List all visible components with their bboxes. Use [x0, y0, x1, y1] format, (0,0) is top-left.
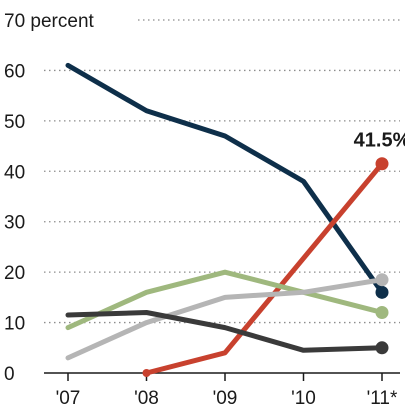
series-end-marker	[375, 285, 389, 299]
x-tick-label: '11*	[367, 388, 398, 409]
series-line	[65, 269, 385, 331]
series-line	[65, 62, 385, 295]
series-end-marker	[375, 341, 389, 355]
series-line	[65, 309, 385, 353]
y-tick-label: 40	[4, 162, 25, 183]
y-tick-label: 30	[4, 213, 25, 234]
y-tick-labels: 0 10 20 30 40 50 60 70 percent	[4, 11, 95, 385]
series-lines	[65, 62, 389, 377]
x-tick-label: '09	[213, 388, 238, 409]
series-end-marker	[375, 157, 389, 171]
y-tick-label: 20	[4, 263, 25, 284]
series-line	[65, 277, 385, 361]
value-annotation: 41.5%	[354, 130, 405, 152]
y-tick-label: 60	[4, 61, 25, 82]
series-end-marker	[375, 305, 389, 319]
gridlines	[44, 19, 400, 324]
x-axis: '07 '08 '09 '10 '11*	[44, 372, 400, 409]
y-tick-label: 50	[4, 112, 25, 133]
series-line	[144, 161, 385, 376]
x-tick-label: '08	[134, 388, 159, 409]
annotations: 41.5%	[354, 130, 405, 152]
y-tick-label: 70 percent	[4, 11, 95, 32]
x-tick-label: '10	[291, 388, 316, 409]
y-tick-label: 10	[4, 314, 25, 335]
x-tick-label: '07	[56, 388, 81, 409]
y-tick-label: 0	[4, 364, 15, 385]
series-end-marker	[375, 273, 389, 287]
series-start-marker	[142, 369, 151, 377]
